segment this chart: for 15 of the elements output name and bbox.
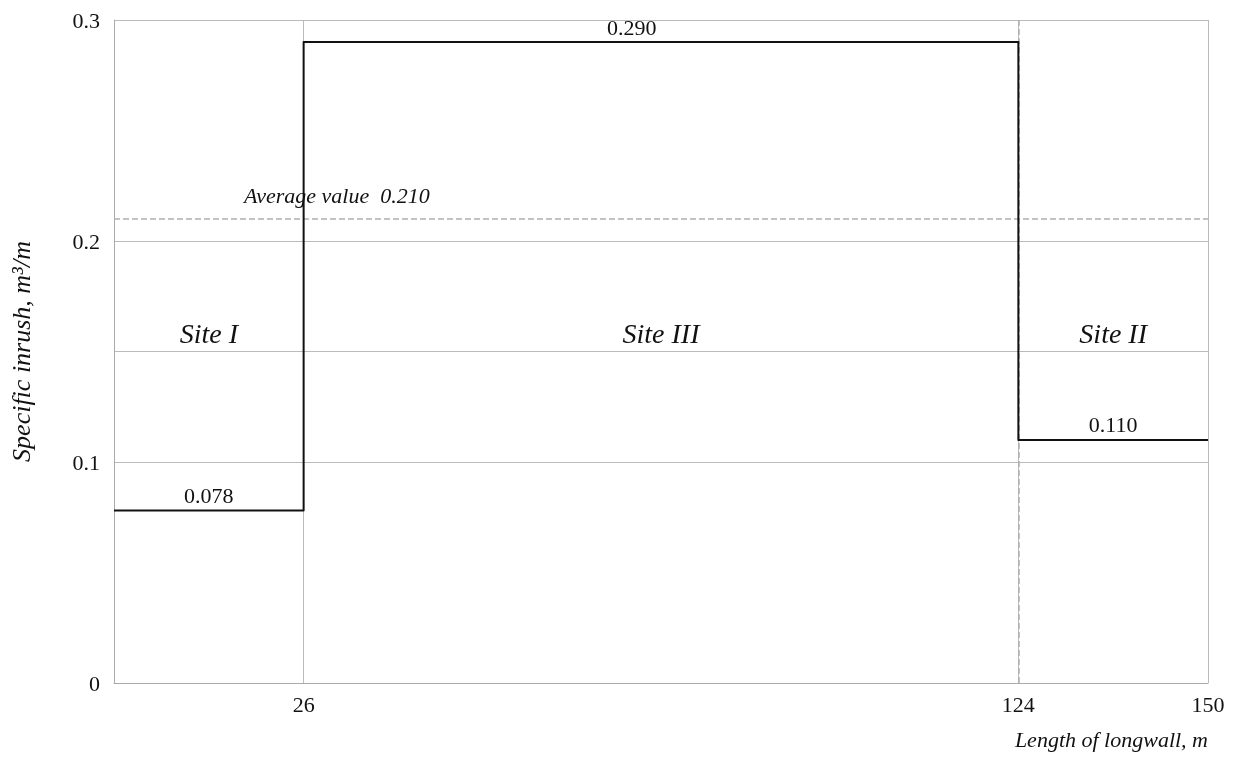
y-tick-label: 0.2: [72, 228, 100, 254]
annotation: Site I: [179, 318, 240, 349]
x-axis-title: Length of longwall, m: [1013, 726, 1208, 752]
y-axis-title: Specific inrush, m³/m: [6, 241, 36, 462]
x-tick-label: 26: [292, 691, 315, 717]
annotation: 0.290: [607, 14, 657, 40]
annotation: 0.078: [184, 483, 234, 509]
annotation: 0.110: [1088, 412, 1138, 438]
y-tick-label: 0: [89, 670, 100, 696]
x-tick-label: 124: [1001, 691, 1035, 717]
annotation: Site II: [1079, 318, 1149, 349]
y-tick-label: 0.1: [72, 449, 100, 475]
annotation: Site III: [622, 318, 702, 349]
x-tick-label: 150: [1191, 691, 1225, 717]
y-tick-label: 0.3: [72, 7, 100, 33]
